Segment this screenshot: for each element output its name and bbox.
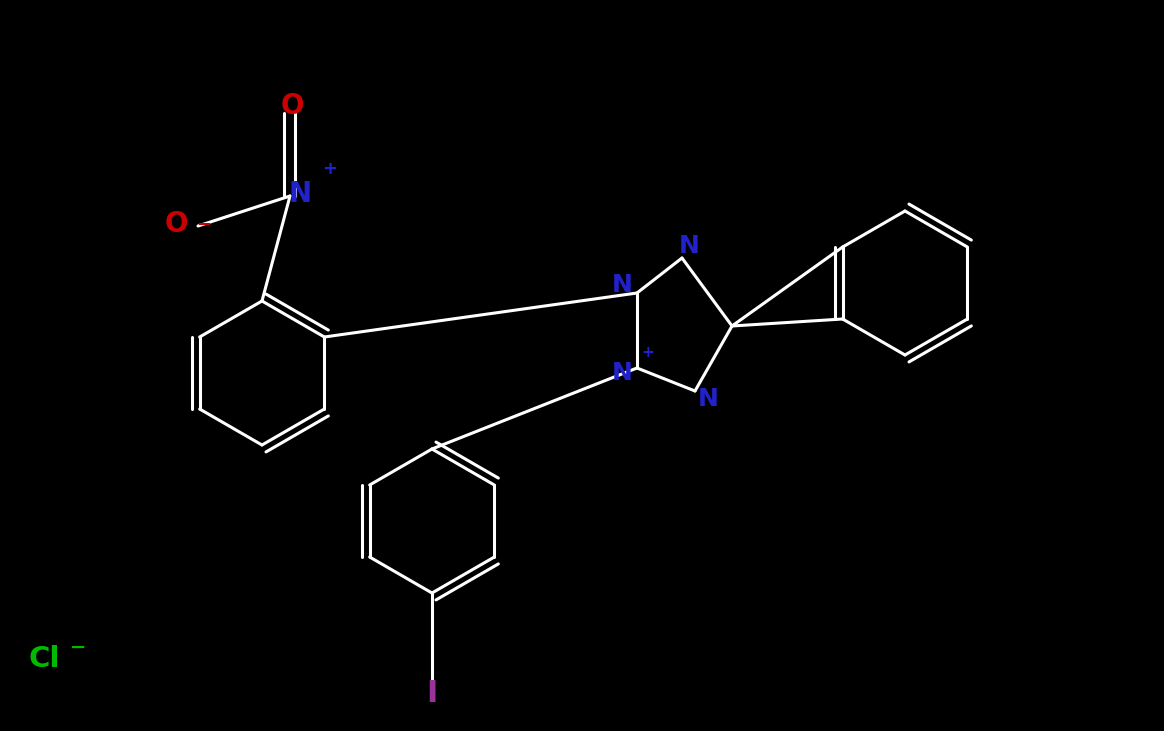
Text: O: O xyxy=(281,92,304,120)
Text: Cl: Cl xyxy=(28,645,59,673)
Text: O: O xyxy=(164,210,187,238)
Text: N: N xyxy=(611,361,632,385)
Text: +: + xyxy=(322,160,338,178)
Text: N: N xyxy=(289,180,312,208)
Text: −: − xyxy=(70,637,86,656)
Text: −: − xyxy=(196,216,211,234)
Text: N: N xyxy=(679,234,700,258)
Text: N: N xyxy=(697,387,718,411)
Text: N: N xyxy=(611,273,632,297)
Text: +: + xyxy=(641,345,654,360)
Text: I: I xyxy=(426,680,438,708)
